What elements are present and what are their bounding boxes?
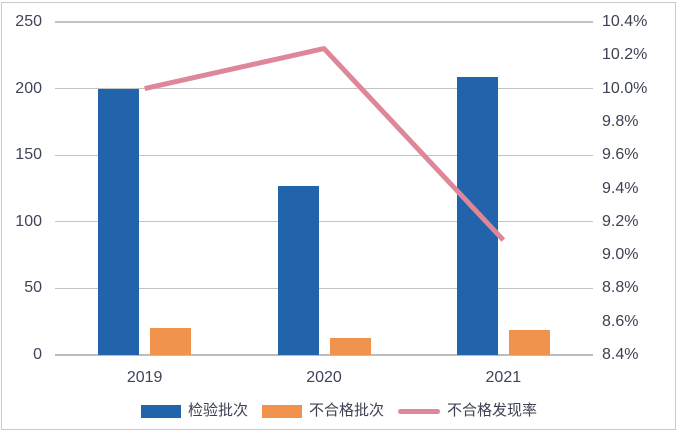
x-axis-label-2020: 2020 <box>306 369 342 386</box>
left-axis-tick-label: 250 <box>15 13 42 30</box>
bar-unqualified-2020 <box>329 337 371 355</box>
rate-line <box>144 46 506 242</box>
right-axis-tick-label: 8.4% <box>602 346 639 363</box>
bar-unqualified-2021 <box>508 329 550 355</box>
legend-item-0: 检验批次 <box>140 402 248 420</box>
x-axis-label-2021: 2021 <box>485 369 522 386</box>
bar-unqualified-2019 <box>150 328 192 355</box>
legend-label: 不合格发现率 <box>447 402 538 419</box>
right-axis-tick-label: 9.2% <box>602 212 639 230</box>
legend-label: 检验批次 <box>187 402 248 419</box>
right-axis-tick-label: 10.2% <box>602 46 648 64</box>
legend-item-1: 不合格批次 <box>261 402 384 420</box>
legend-line-swatch <box>398 408 440 414</box>
bar-inspected-2020 <box>277 185 319 355</box>
right-axis-tick-label: 9.8% <box>602 112 639 130</box>
right-axis-tick-label: 8.6% <box>602 312 639 330</box>
bar-inspected-2019 <box>98 88 140 355</box>
left-axis-tick-label: 100 <box>15 212 42 230</box>
gridline <box>55 21 593 23</box>
left-axis-tick-label: 50 <box>24 279 42 297</box>
right-axis-tick-label: 9.6% <box>602 146 639 164</box>
right-axis-tick-label: 8.8% <box>602 279 639 297</box>
left-axis-tick-label: 150 <box>15 146 42 164</box>
bar-inspected-2021 <box>456 76 498 355</box>
right-axis-tick-label: 9.4% <box>602 179 639 197</box>
legend-label: 不合格批次 <box>308 402 384 419</box>
legend-bar-swatch <box>261 404 302 418</box>
right-axis-tick-label: 10.0% <box>602 79 648 97</box>
x-axis-line <box>55 354 593 357</box>
right-axis-tick-label: 10.4% <box>602 13 648 30</box>
legend-bar-swatch <box>140 404 181 418</box>
left-axis-tick-label: 200 <box>15 79 42 97</box>
gridline <box>55 287 593 290</box>
legend-item-2: 不合格发现率 <box>398 402 537 420</box>
right-axis-tick-label: 9.0% <box>602 246 639 264</box>
x-axis-label-2019: 2019 <box>126 369 163 386</box>
left-axis-tick-label: 0 <box>33 346 42 363</box>
legend: 检验批次 不合格批次 不合格发现率 <box>0 399 678 423</box>
